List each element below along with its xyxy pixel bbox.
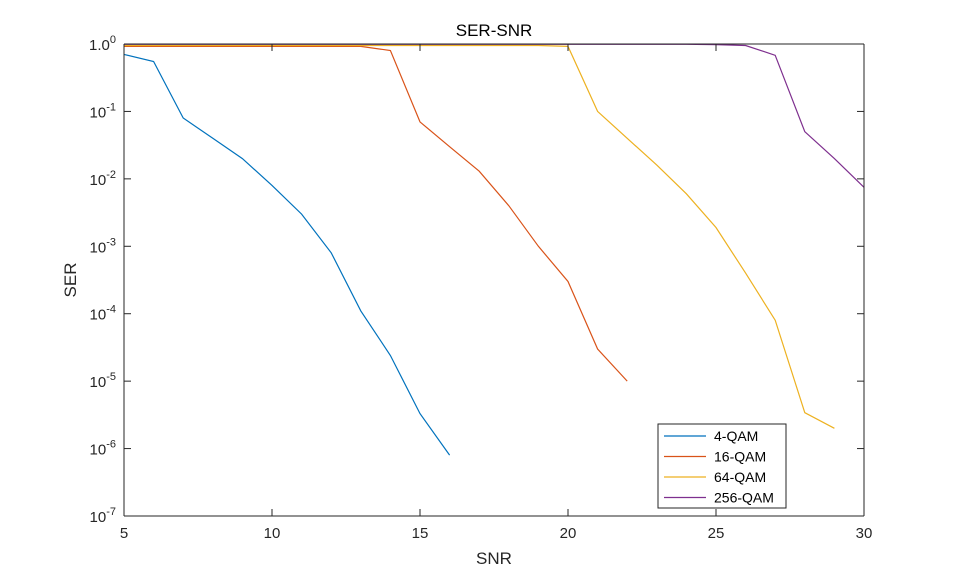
y-tick-label: 10-2 bbox=[90, 169, 116, 189]
y-tick-label: 10-3 bbox=[90, 236, 116, 256]
y-tick-label: 1.00 bbox=[89, 34, 116, 54]
x-tick-label: 15 bbox=[412, 525, 429, 542]
chart-title: SER-SNR bbox=[456, 21, 533, 40]
legend-label: 4-QAM bbox=[714, 428, 758, 444]
series-line-64-qam bbox=[124, 44, 835, 429]
x-tick-label: 20 bbox=[560, 525, 577, 542]
series-line-4-qam bbox=[123, 53, 451, 456]
y-axis-label: SER bbox=[61, 263, 80, 298]
y-tick-label: 10-1 bbox=[90, 101, 116, 121]
y-tick-label: 10-5 bbox=[90, 371, 116, 391]
legend-label: 16-QAM bbox=[714, 449, 766, 465]
legend-label: 256-QAM bbox=[714, 490, 774, 506]
series-line-16-qam bbox=[124, 45, 628, 382]
x-axis-label: SNR bbox=[476, 549, 512, 568]
x-tick-label: 10 bbox=[264, 525, 281, 542]
axes-layer bbox=[123, 43, 865, 517]
legend-label: 64-QAM bbox=[714, 469, 766, 485]
legend: 4-QAM 16-QAM 64-QAM 256-QAM bbox=[657, 423, 787, 509]
x-tick-label: 5 bbox=[120, 525, 128, 542]
x-tick-label: 30 bbox=[856, 525, 873, 542]
ticks-layer: 5 10 15 20 25 30 10-7 10-6 10-5 10-4 10-3 10-2 10-1 1… bbox=[89, 34, 872, 542]
legend-box bbox=[657, 423, 787, 509]
y-tick-label: 10-7 bbox=[90, 506, 116, 526]
y-tick-label: 10-6 bbox=[90, 439, 116, 459]
y-tick-label: 10-4 bbox=[90, 304, 116, 324]
x-tick-label: 25 bbox=[708, 525, 725, 542]
